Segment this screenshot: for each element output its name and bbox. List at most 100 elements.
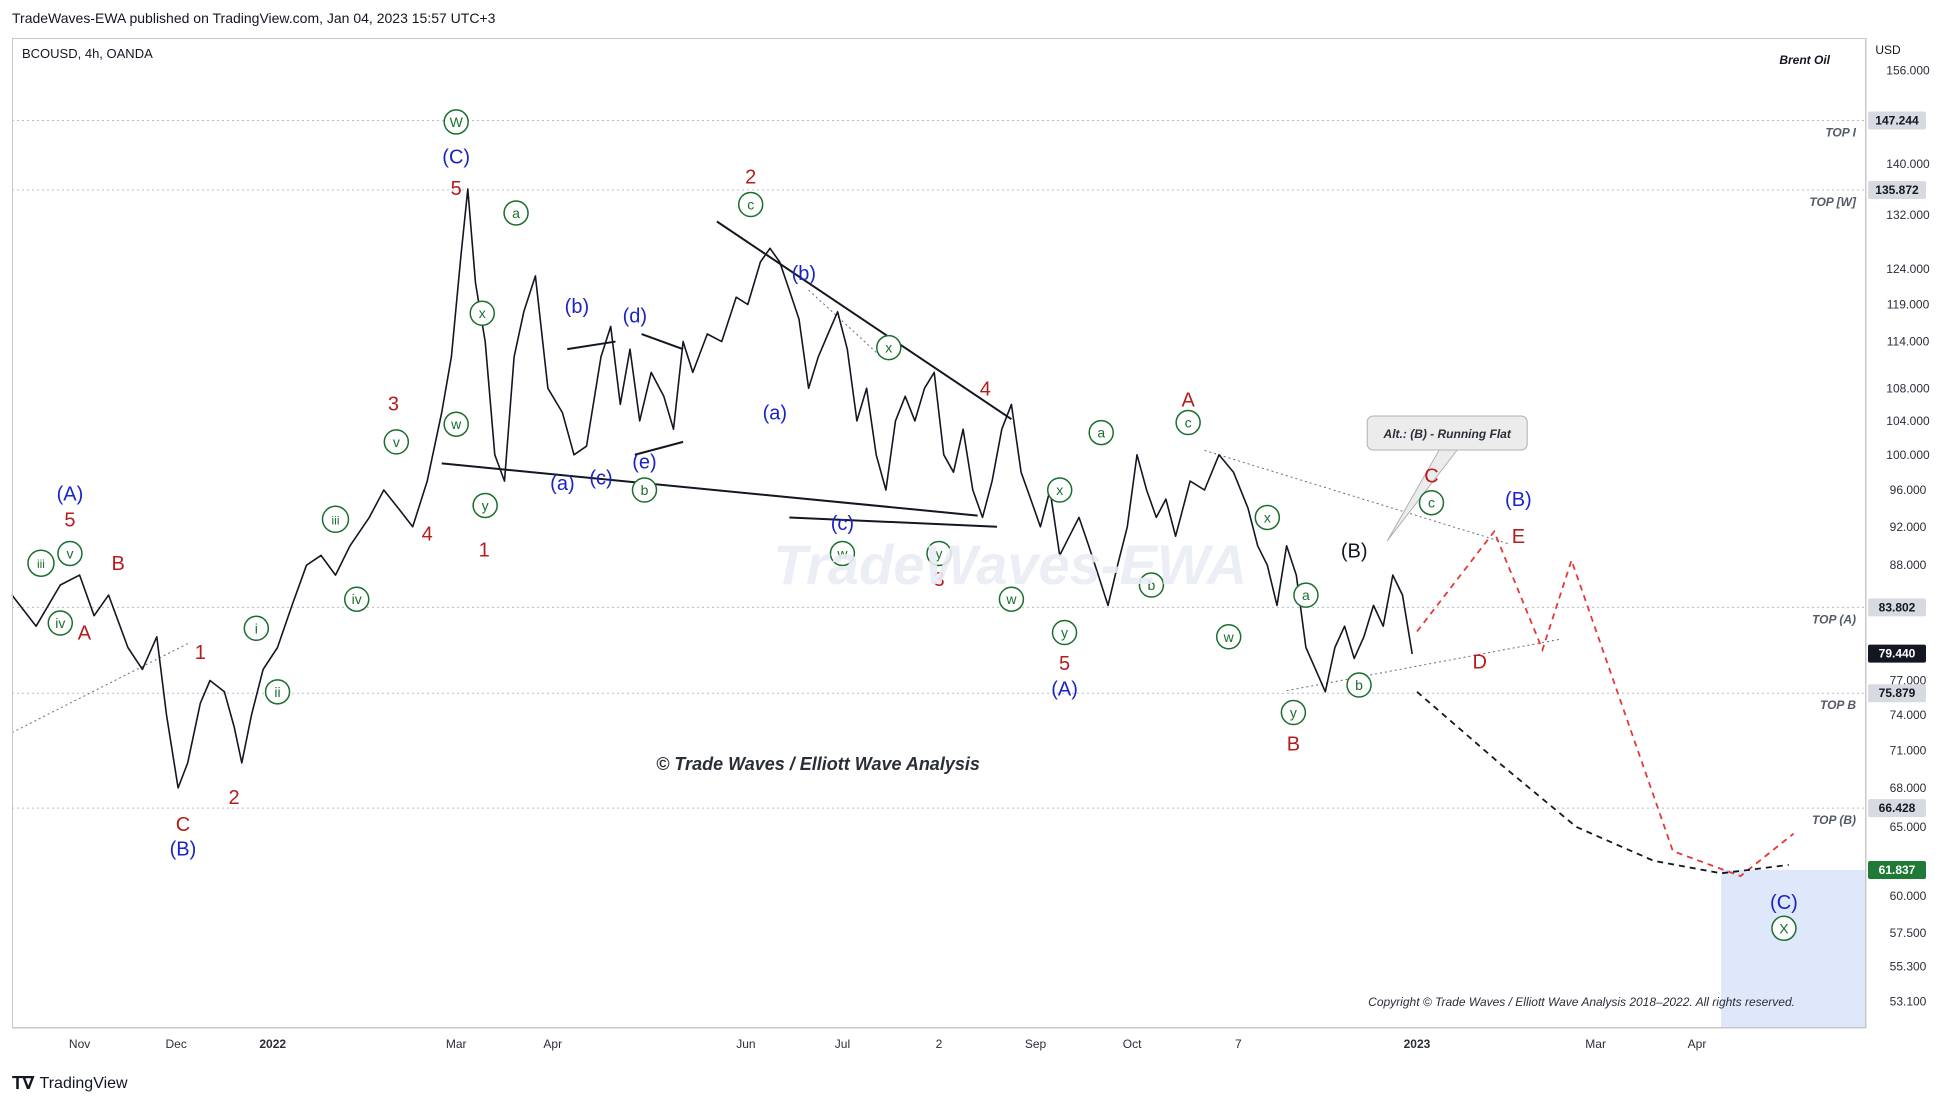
- x-tick-label: Nov: [69, 1037, 90, 1051]
- level-price-tag-bg: [1868, 799, 1926, 818]
- y-tick-label: 71.000: [1890, 744, 1927, 758]
- wave-label-circle: [1293, 582, 1319, 608]
- analysis-watermark: © Trade Waves / Elliott Wave Analysis: [656, 754, 980, 774]
- wave-label: 2: [229, 787, 240, 809]
- x-tick-label: Sep: [1025, 1037, 1047, 1051]
- wave-label: C: [176, 814, 190, 836]
- wave-label: w: [1223, 629, 1235, 645]
- wave-label-circle: [1418, 489, 1445, 516]
- wave-label-circle: [1175, 409, 1201, 436]
- wave-label: c: [1428, 495, 1435, 511]
- wave-label: (C): [442, 147, 470, 169]
- wave-label-circle: [1138, 572, 1165, 598]
- wave-label: B: [1287, 733, 1300, 755]
- y-tick-label: 88.000: [1890, 558, 1927, 572]
- trend-line: [1286, 638, 1562, 692]
- wave-label: a: [1097, 425, 1105, 441]
- wave-label: v: [66, 545, 73, 561]
- faint-watermark: TradeWaves-EWA: [773, 533, 1247, 596]
- wave-label: iv: [55, 615, 65, 631]
- wave-label: (d): [623, 305, 647, 327]
- y-tick-label: 108.000: [1886, 381, 1930, 395]
- level-price-tag-bg: [1868, 598, 1926, 617]
- callout-box: [1366, 415, 1528, 451]
- y-tick-label: 77.000: [1890, 674, 1927, 688]
- y-tick-label: 119.000: [1887, 297, 1930, 311]
- x-tick-label: Apr: [543, 1037, 562, 1051]
- main-projection-path: [1416, 691, 1789, 875]
- wave-label-circle: [383, 429, 410, 455]
- level-label: TOP B: [1820, 698, 1856, 712]
- wave-label: (e): [632, 452, 656, 474]
- trend-line: [641, 333, 684, 351]
- y-tick-label: 55.300: [1890, 960, 1927, 974]
- wave-label: v: [393, 434, 400, 450]
- wave-label: (A): [1051, 678, 1078, 700]
- wave-label-circle: [1088, 419, 1114, 446]
- y-tick-label: 60.000: [1890, 889, 1927, 903]
- wave-label: 5: [1059, 653, 1070, 675]
- wave-label-circle: [472, 492, 498, 519]
- y-tick-label: 114.000: [1887, 335, 1930, 349]
- x-tick-label: Mar: [1585, 1037, 1606, 1051]
- wave-label: c: [1185, 415, 1192, 431]
- trend-line: [1204, 449, 1509, 545]
- wave-label: A: [1181, 390, 1195, 412]
- y-tick-label: 92.000: [1890, 520, 1927, 534]
- wave-label: w: [1005, 591, 1017, 607]
- wave-label: x: [885, 340, 892, 356]
- wave-label: (c): [589, 468, 612, 490]
- wave-label: iv: [352, 591, 362, 607]
- y-tick-label: 124.000: [1886, 262, 1930, 276]
- callout-text: Alt.: (B) - Running Flat: [1383, 427, 1512, 441]
- wave-label: (c): [831, 513, 854, 535]
- x-tick-label: 2022: [259, 1037, 286, 1051]
- wave-label: (B): [1341, 541, 1368, 563]
- x-tick-label: 7: [1235, 1037, 1242, 1051]
- wave-label: x: [1056, 482, 1063, 498]
- wave-label: (a): [550, 473, 574, 495]
- wave-label: x: [1264, 509, 1271, 525]
- wave-label-circle: [47, 610, 74, 636]
- wave-label: a: [1302, 587, 1310, 603]
- copyright-note: Copyright © Trade Waves / Elliott Wave A…: [1368, 995, 1795, 1009]
- wave-label: y: [482, 497, 489, 513]
- wave-label: 3: [933, 569, 944, 591]
- current-price-tag-bg: [1868, 644, 1926, 663]
- x-tick-label: Oct: [1123, 1037, 1142, 1051]
- target-price-tag: 61.837: [1879, 863, 1916, 877]
- wave-label: (a): [763, 403, 787, 425]
- level-price-tag: 147.244: [1875, 114, 1919, 128]
- level-price-tag-bg: [1868, 180, 1926, 199]
- currency-label: USD: [1875, 43, 1901, 57]
- wave-label-circle: [1254, 504, 1281, 531]
- wave-label-circle: [27, 549, 55, 577]
- wave-label-circle: [443, 411, 469, 437]
- wave-label-circle: [1215, 624, 1242, 650]
- level-price-tag: 135.872: [1875, 183, 1919, 197]
- x-tick-label: 2: [936, 1037, 943, 1051]
- wave-label: b: [641, 482, 649, 498]
- wave-label-circle: [926, 540, 952, 567]
- wave-label-circle: [243, 615, 270, 642]
- wave-label: c: [747, 197, 754, 213]
- wave-label: (B): [1505, 489, 1532, 511]
- level-label: TOP (B): [1812, 813, 1856, 827]
- wave-label: iii: [37, 557, 45, 571]
- y-tick-label: 57.500: [1890, 926, 1927, 940]
- current-price-tag: 79.440: [1879, 647, 1916, 661]
- wave-label-circle: [1280, 699, 1307, 726]
- tradingview-brand[interactable]: T∇ TradingView: [12, 1073, 128, 1094]
- x-tick-label: 2023: [1404, 1037, 1431, 1051]
- wave-label: (b): [792, 263, 816, 285]
- wave-label: 5: [64, 509, 75, 531]
- price-series-line: [11, 188, 1413, 789]
- wave-label: (B): [170, 838, 197, 860]
- wave-label: iii: [331, 513, 339, 527]
- x-tick-label: Dec: [165, 1037, 186, 1051]
- level-price-tag-bg: [1868, 111, 1926, 130]
- series-name: Brent Oil: [1779, 53, 1830, 67]
- wave-label: 3: [388, 394, 399, 416]
- wave-label: x: [479, 305, 486, 321]
